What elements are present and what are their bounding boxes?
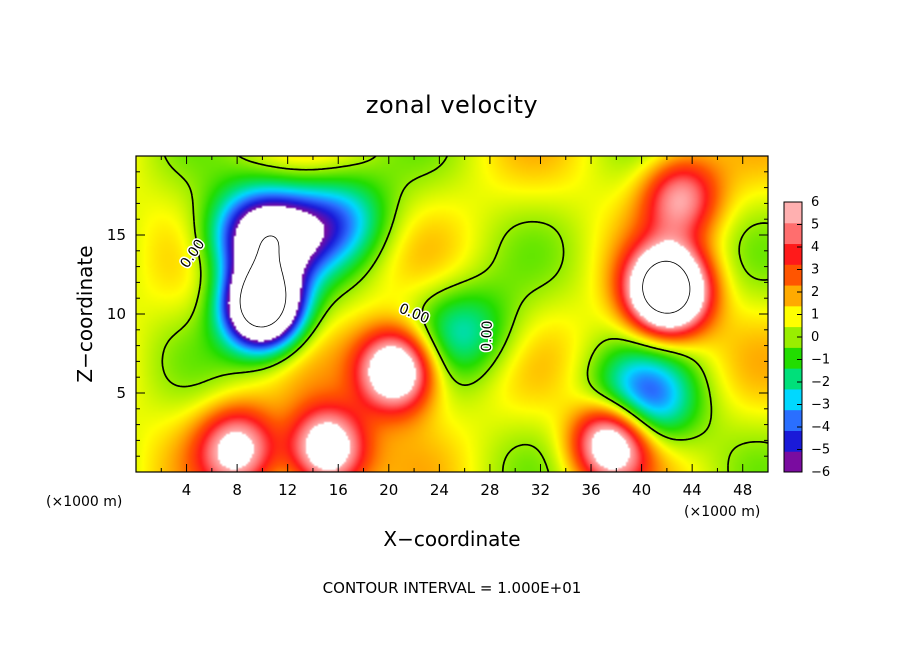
y-tick-label: 10 [107, 305, 126, 323]
colorbar-labels: 6 5 4 3 2 1 0 −1 −2 −3 −4 −5 −6 [797, 195, 830, 480]
x-tick-label: 20 [379, 481, 398, 499]
x-tick-label: 44 [683, 481, 702, 499]
colorbar-label: −5 [811, 443, 830, 458]
colorbar-label: 4 [811, 240, 819, 255]
x-tick-label: 12 [278, 481, 297, 499]
x-tick-label: 4 [182, 481, 192, 499]
colorbar-swatch [784, 430, 802, 452]
x-tick-label: 16 [329, 481, 348, 499]
contour-interval-note: CONTOUR INTERVAL = 1.000E+01 [323, 579, 582, 597]
colorbar-label: −4 [811, 420, 830, 435]
y-tick-label: 15 [107, 226, 126, 244]
colorbar-swatch [784, 451, 802, 473]
x-axis-label: X−coordinate [383, 527, 520, 551]
colorbar-swatch [784, 285, 802, 307]
colorbar-label: 2 [811, 285, 819, 300]
colorbar-swatch [784, 202, 802, 224]
colorbar-swatch [784, 222, 802, 245]
colorbar-label: 0 [811, 330, 819, 345]
colorbar-label: 5 [811, 218, 819, 233]
colorbar-label: −1 [811, 353, 830, 368]
velocity-field [136, 156, 768, 472]
colorbar-swatch [784, 326, 802, 348]
x-tick-label: 40 [632, 481, 651, 499]
colorbar-label: 3 [811, 263, 819, 278]
y-tick-label: 5 [116, 384, 126, 402]
contour-negative [239, 235, 287, 328]
colorbar-swatch [784, 264, 802, 286]
x-tick-label: 28 [480, 481, 499, 499]
colorbar-label: 6 [811, 195, 819, 210]
colorbar-label: −3 [811, 398, 830, 413]
colorbar-label: −2 [811, 375, 830, 390]
colorbar-swatch [784, 368, 802, 390]
colorbar-swatch [784, 243, 802, 265]
x-unit-left: (×1000 m) [46, 494, 122, 510]
colorbar-swatch [784, 388, 802, 411]
colorbar-swatch [784, 409, 802, 431]
x-tick-label: 32 [531, 481, 550, 499]
x-unit-right: (×1000 m) [684, 504, 760, 520]
contour-lines [161, 156, 768, 472]
chart-title: zonal velocity [366, 91, 538, 119]
x-axis-ticks: 4 8 12 16 20 24 28 32 36 40 44 48 [160, 156, 752, 499]
y-axis-ticks: 5 10 15 [107, 171, 768, 457]
x-tick-label: 48 [733, 481, 752, 499]
colorbar-label: −6 [811, 465, 830, 480]
x-tick-label: 36 [581, 481, 600, 499]
contour-positive [642, 260, 691, 314]
contour-label: 0.00 [479, 320, 496, 352]
colorbar-swatch [784, 347, 802, 369]
y-axis-label: Z−coordinate [73, 245, 97, 382]
x-tick-label: 8 [232, 481, 242, 499]
contour-zero [161, 156, 768, 472]
velocity-heatmap-image [136, 156, 768, 472]
colorbar-swatch [784, 305, 802, 328]
x-tick-label: 24 [430, 481, 449, 499]
colorbar-label: 1 [811, 308, 819, 323]
